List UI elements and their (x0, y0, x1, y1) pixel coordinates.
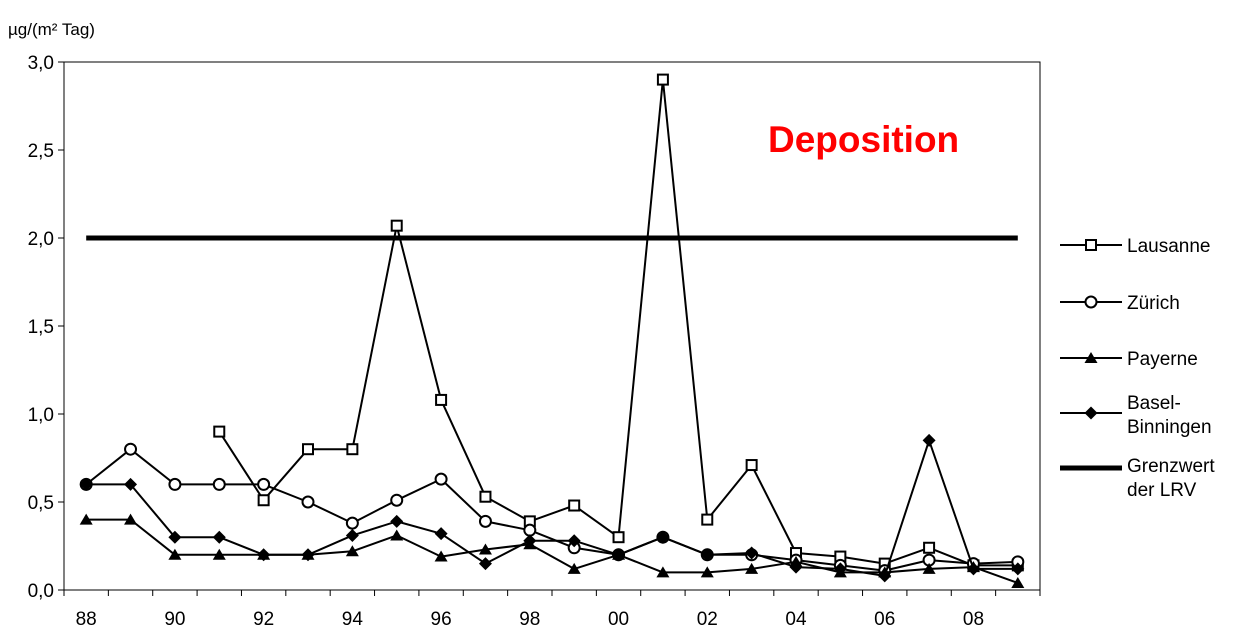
data-point-basel-binningen (1011, 562, 1025, 576)
data-point-z-rich (168, 477, 182, 491)
data-point-lausanne (257, 494, 270, 507)
legend-marker-basel-binningen (1084, 406, 1098, 420)
data-point-lausanne (568, 499, 581, 512)
data-point-payerne (168, 548, 182, 560)
data-point-z-rich (390, 493, 404, 507)
x-tick-label: 00 (608, 609, 629, 630)
x-tick-label: 02 (697, 609, 718, 630)
legend-label-payerne: Payerne (1127, 349, 1198, 370)
data-point-basel-binningen (700, 548, 714, 562)
data-point-basel-binningen (523, 534, 537, 548)
data-point-lausanne (346, 443, 359, 456)
y-axis: 0,0 0,5 1,0 1,5 2,0 2,5 3,0 (28, 53, 64, 602)
y-tick-label: 2,0 (28, 229, 54, 250)
data-point-z-rich (523, 523, 537, 537)
data-point-basel-binningen (745, 546, 759, 560)
legend-marker-z-rich (1084, 295, 1098, 309)
data-point-basel-binningen (345, 528, 359, 542)
data-point-basel-binningen (478, 557, 492, 571)
data-point-basel-binningen (789, 560, 803, 574)
data-point-basel-binningen (434, 527, 448, 541)
deposition-annotation: Deposition (768, 119, 959, 160)
y-tick-label: 1,5 (28, 317, 54, 338)
data-point-lausanne (701, 513, 714, 526)
y-tick-label: 0,5 (28, 493, 54, 514)
legend-label-z-rich: Zürich (1127, 293, 1180, 314)
x-tick-label: 04 (785, 609, 807, 630)
data-point-basel-binningen (567, 534, 581, 548)
legend-label-basel-binningen: Basel-Binningen (1127, 393, 1212, 438)
data-point-basel-binningen (878, 569, 892, 583)
data-point-basel-binningen (833, 562, 847, 576)
data-point-z-rich (257, 477, 271, 491)
x-tick-label: 96 (431, 609, 452, 630)
series-line-z-rich (85, 448, 1018, 572)
data-point-payerne (79, 513, 93, 525)
data-point-payerne (212, 548, 226, 560)
data-point-basel-binningen (612, 548, 626, 562)
data-point-payerne (745, 562, 759, 574)
y-tick-label: 0,0 (28, 581, 54, 602)
data-point-basel-binningen (301, 548, 315, 562)
legend-label-grenzwert-der-lrv: Grenzwert der LRV (1127, 456, 1215, 501)
data-point-basel-binningen (79, 477, 93, 491)
y-axis-label: µg/(m² Tag) (8, 20, 95, 39)
data-point-basel-binningen (966, 562, 980, 576)
x-tick-label: 98 (519, 609, 540, 630)
x-tick-label: 88 (76, 609, 97, 630)
data-point-lausanne (612, 531, 625, 544)
data-point-basel-binningen (212, 530, 226, 544)
data-point-payerne (656, 566, 670, 578)
x-tick-label: 92 (253, 609, 274, 630)
data-point-z-rich (301, 495, 315, 509)
data-point-lausanne (390, 219, 403, 232)
data-point-payerne (1011, 576, 1025, 588)
data-point-lausanne (745, 459, 758, 472)
data-point-basel-binningen (922, 433, 936, 447)
data-point-payerne (922, 562, 936, 574)
data-point-payerne (478, 543, 492, 555)
data-point-z-rich (212, 477, 226, 491)
data-point-lausanne (213, 425, 226, 438)
data-point-payerne (390, 529, 404, 541)
data-point-payerne (567, 562, 581, 574)
data-point-basel-binningen (257, 548, 271, 562)
data-point-lausanne (923, 541, 936, 554)
series-line-basel-binningen (86, 439, 1018, 577)
data-point-z-rich (124, 442, 138, 456)
data-point-lausanne (435, 393, 448, 406)
data-point-basel-binningen (390, 514, 404, 528)
series-layer (79, 73, 1025, 588)
y-tick-label: 2,5 (28, 141, 54, 162)
data-point-z-rich (434, 472, 448, 486)
x-tick-label: 90 (164, 609, 185, 630)
x-axis: 88 90 92 94 96 98 00 02 04 06 08 (63, 590, 1041, 630)
data-point-z-rich (345, 516, 359, 530)
data-point-payerne (700, 566, 714, 578)
data-point-basel-binningen (656, 530, 670, 544)
y-tick-label: 3,0 (28, 53, 54, 74)
data-point-z-rich (478, 514, 492, 528)
y-tick-label: 1,0 (28, 405, 54, 426)
data-point-payerne (434, 550, 448, 562)
data-point-lausanne (302, 443, 314, 456)
data-point-basel-binningen (168, 530, 182, 544)
legend: Lausanne Zürich Payerne Basel-Binningen Gren… (1060, 236, 1215, 501)
legend-marker-lausanne (1085, 239, 1097, 251)
data-point-payerne (124, 513, 138, 525)
legend-marker-payerne (1084, 352, 1098, 363)
x-tick-label: 94 (342, 609, 364, 630)
x-tick-label: 06 (874, 609, 895, 630)
x-tick-label: 08 (963, 609, 984, 630)
data-point-lausanne (479, 490, 492, 503)
data-point-basel-binningen (124, 477, 138, 491)
plot-area (63, 61, 1041, 591)
legend-label-lausanne: Lausanne (1127, 236, 1210, 257)
data-point-lausanne (656, 73, 669, 86)
data-point-payerne (345, 545, 359, 557)
